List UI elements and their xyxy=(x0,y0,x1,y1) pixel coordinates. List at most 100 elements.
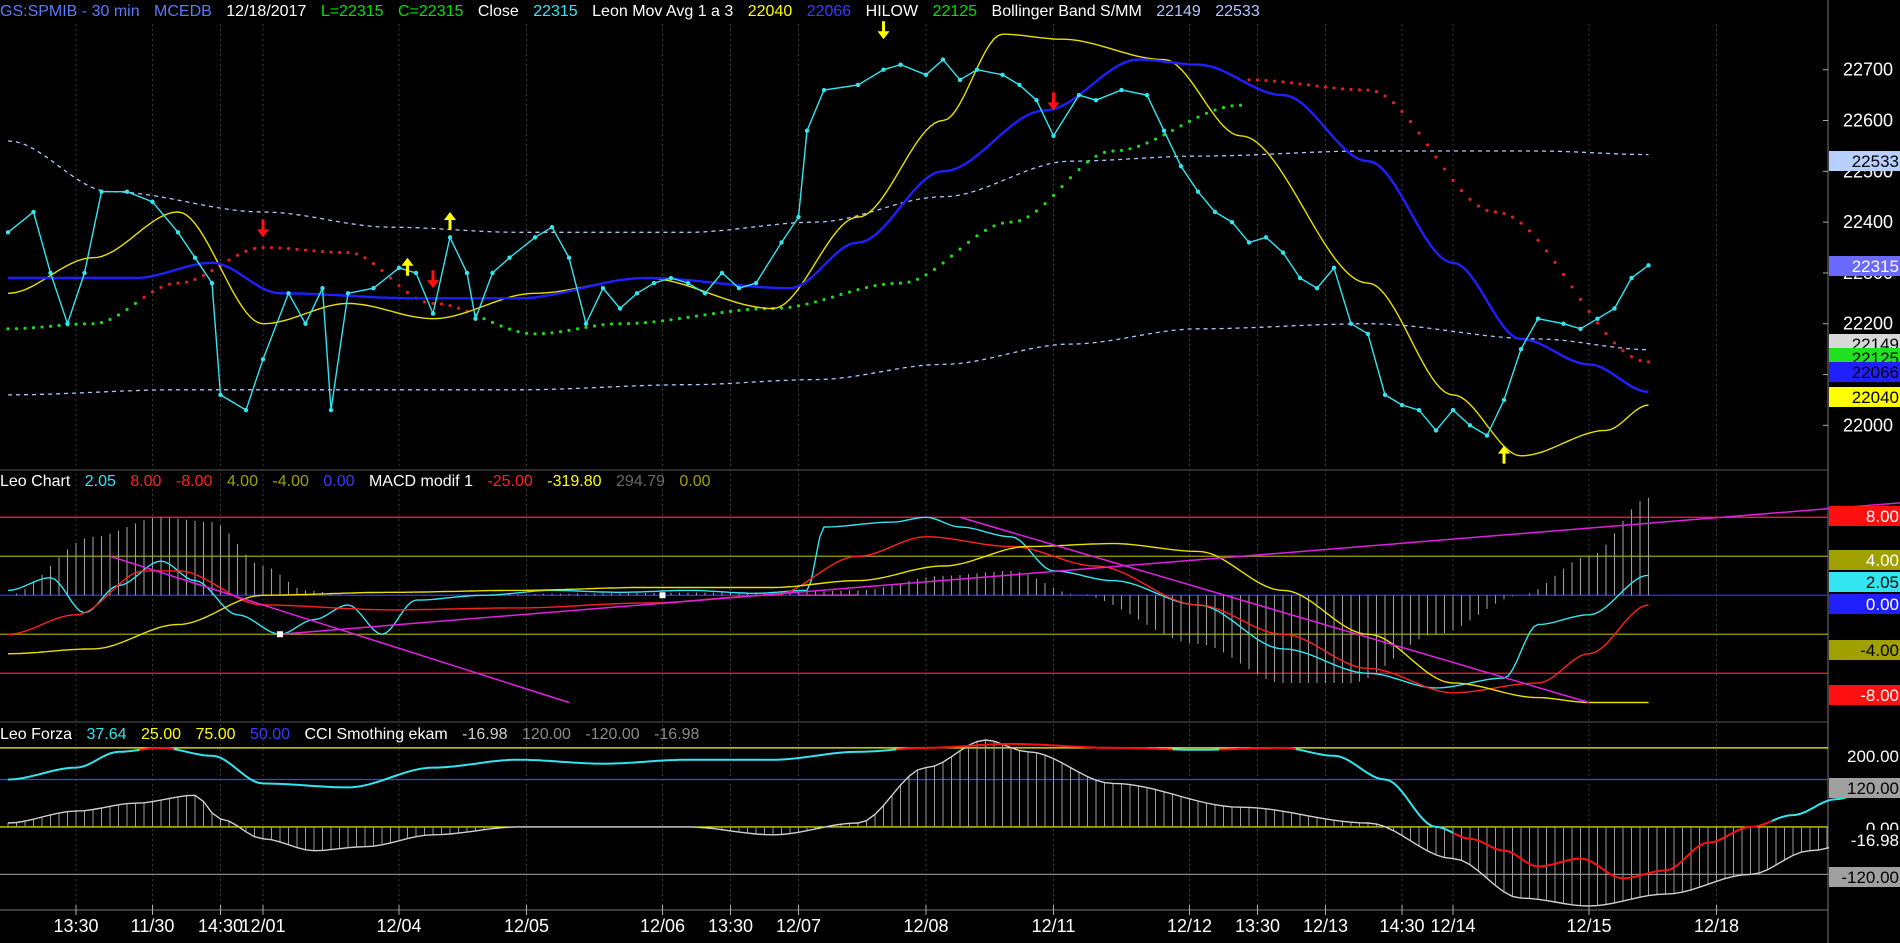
close-price-point xyxy=(218,392,223,398)
hilow-dot xyxy=(660,319,665,323)
close-num-label: 22315 xyxy=(533,3,578,20)
hilow-dot xyxy=(1451,178,1455,182)
hilow-dot xyxy=(830,295,835,299)
cci-value-badge-text: 120.00 xyxy=(1847,779,1899,798)
cci-value-badge-text: -120.00 xyxy=(1841,868,1899,887)
close-price-point xyxy=(1484,433,1490,438)
price-value-badge-text: 22315 xyxy=(1852,257,1899,276)
close-price-point xyxy=(736,285,742,291)
hilow-dot xyxy=(499,324,503,328)
hilow-dot xyxy=(1519,221,1523,225)
trendline-anchor-marker xyxy=(277,631,283,638)
close-price-point xyxy=(804,128,810,133)
arrow-head xyxy=(257,229,269,238)
price-tick-label: 22200 xyxy=(1843,314,1893,334)
macd-value-badge: -4.00 xyxy=(1829,640,1900,660)
close-price-point xyxy=(923,72,929,78)
date-label: 12/18/2017 xyxy=(226,3,307,20)
close-price-point xyxy=(1178,164,1184,169)
hilow-dot xyxy=(329,250,333,254)
hilow-dot xyxy=(567,328,571,332)
time-tick-label: 13:30 xyxy=(1235,916,1280,936)
hilow-dot xyxy=(1400,109,1404,114)
hilow-dot xyxy=(201,273,206,278)
close-price-point xyxy=(634,291,640,296)
hilow-dot xyxy=(371,261,376,266)
macd-yellow-line xyxy=(7,542,1649,704)
hilow-dot xyxy=(1034,209,1039,213)
hilow-dot xyxy=(601,323,605,327)
close-price-point xyxy=(974,67,980,72)
leo-forza-panel-header: Leo Forza 37.64 25.00 75.00 50.00 CCI Sm… xyxy=(0,725,709,745)
hilow-dot xyxy=(541,332,546,336)
hilow-dot xyxy=(720,310,724,315)
hilow-dot xyxy=(74,322,78,326)
hilow-dot xyxy=(14,327,19,331)
hilow-dot xyxy=(286,247,291,251)
hilow-dot xyxy=(1136,144,1141,148)
hilow-dot xyxy=(1060,184,1064,189)
hilow-dot xyxy=(813,300,818,304)
close-price-point xyxy=(898,62,903,67)
hilow-dot xyxy=(1000,221,1005,225)
hilow-dot xyxy=(584,325,588,329)
close-price-point xyxy=(1119,87,1124,93)
arrow-head xyxy=(877,31,890,40)
close-price-point xyxy=(1518,346,1524,352)
trendline-anchor-marker xyxy=(659,592,666,599)
moving-average-blue-line xyxy=(8,58,1649,393)
macd-value-badge-bg xyxy=(1829,594,1900,614)
hilow-dot xyxy=(1366,88,1370,92)
time-tick-label: 12/15 xyxy=(1566,916,1611,936)
hilow-dot xyxy=(915,277,920,281)
hilow-dot xyxy=(108,317,112,322)
mov-avg-label: Leon Mov Avg 1 a 3 xyxy=(592,3,734,20)
cci-c4: -16.98 xyxy=(654,726,700,743)
hilow-dot xyxy=(1153,137,1158,141)
macd-red-line xyxy=(7,536,1649,694)
close-price-point xyxy=(286,291,291,296)
hilow-dot xyxy=(116,313,121,317)
hilow-dot xyxy=(1281,80,1285,84)
mov-avg-v2: 22066 xyxy=(806,3,852,20)
last-label: L=22315 xyxy=(320,3,384,20)
forza-line-segment xyxy=(139,746,174,751)
macd-value-badge-bg xyxy=(1829,550,1900,570)
close-price-point xyxy=(753,280,759,286)
leo-chart-panel-header: Leo Chart 2.05 8.00 -8.00 4.00 -4.00 0.0… xyxy=(0,472,721,492)
leo-forza-v4: 50.00 xyxy=(250,726,291,743)
close-price-point xyxy=(345,291,351,296)
hilow-dot xyxy=(822,297,826,302)
hilow-dot xyxy=(524,331,529,335)
leo-chart-v3: -8.00 xyxy=(175,473,213,490)
price-value-badge: 22066 xyxy=(1829,362,1900,382)
hilow-dot xyxy=(1102,150,1107,155)
hilow-dot xyxy=(1204,111,1209,115)
hilow-dot xyxy=(1238,103,1243,107)
close-label: Close xyxy=(477,3,519,20)
close-price-point xyxy=(1017,82,1022,88)
hilow-dot xyxy=(1510,215,1515,219)
close-price-point xyxy=(1229,219,1235,225)
close-price-point xyxy=(881,67,886,72)
hilow-dot xyxy=(966,240,971,244)
close-price-point xyxy=(796,214,801,220)
close-price-point xyxy=(473,316,478,321)
buy-arrow-icon xyxy=(1498,445,1510,464)
hilow-dot xyxy=(992,224,996,228)
arrow-head xyxy=(1047,102,1060,111)
hilow-dot xyxy=(1051,193,1056,197)
close-price-point xyxy=(396,265,402,271)
hilow-dot xyxy=(873,284,877,288)
hilow-dot xyxy=(618,322,622,326)
hilow-dot xyxy=(388,276,393,280)
hilow-dot xyxy=(1009,220,1013,224)
source-label: MCEDB xyxy=(154,3,212,20)
close-price-point xyxy=(413,270,419,276)
hilow-dot xyxy=(550,331,554,335)
close-price-point xyxy=(1000,72,1005,78)
time-tick-label: 12/04 xyxy=(376,916,421,936)
hilow-dot xyxy=(1128,147,1132,151)
hilow-dot xyxy=(269,246,274,250)
close-price-point xyxy=(566,255,572,260)
